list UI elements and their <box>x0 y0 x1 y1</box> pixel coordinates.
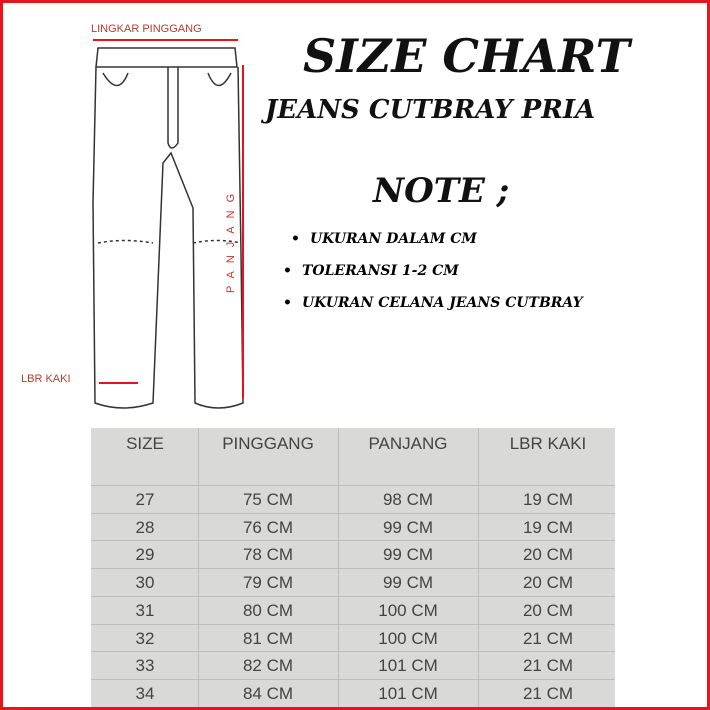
table-cell: 20 CM <box>522 600 574 620</box>
table-cell: 28 <box>135 517 155 537</box>
table-cell: 76 CM <box>242 517 294 537</box>
table-cell: 31 <box>135 600 155 620</box>
note-title: NOTE ; <box>373 171 510 211</box>
column-line <box>198 428 199 707</box>
table-cell: 82 CM <box>242 656 294 676</box>
note-item: TOLERANSI 1-2 CM <box>283 263 583 295</box>
table-cell: 98 CM <box>382 490 434 509</box>
row-line <box>91 512 615 514</box>
waist-label: LINGKAR PINGGANG <box>91 23 202 35</box>
table-cell: 32 <box>135 628 155 648</box>
column-header: SIZE <box>126 434 164 453</box>
note-item: UKURAN DALAM CM <box>291 231 583 263</box>
table-cell: 19 CM <box>522 517 574 537</box>
table-cell: 81 CM <box>242 628 294 648</box>
table-cell: 21 CM <box>522 683 574 703</box>
row-line <box>91 485 615 486</box>
row-line <box>91 540 615 542</box>
table-cell: 79 CM <box>242 573 294 593</box>
row-line <box>91 678 615 680</box>
size-table: SIZE PINGGANG PANJANG LBR KAKI 27 75 CM 98 CM 1… <box>91 428 615 707</box>
table-cell: 78 CM <box>242 545 294 565</box>
table-cell: 80 CM <box>242 600 294 620</box>
table-cell: 19 CM <box>522 490 574 509</box>
row-line <box>91 651 615 653</box>
table-cell: 21 CM <box>522 656 574 676</box>
table-cell: 21 CM <box>522 628 574 648</box>
column-header: PANJANG <box>368 434 448 453</box>
row-line <box>91 706 615 707</box>
title: SIZE CHART <box>303 29 630 83</box>
row-line <box>91 568 615 570</box>
table-cell: 75 CM <box>242 490 294 509</box>
table-cell: 33 <box>135 656 155 676</box>
column-header: PINGGANG <box>222 434 314 453</box>
table-cell: 27 <box>135 490 155 509</box>
table-cell: 99 CM <box>382 545 434 565</box>
jeans-drawing <box>92 39 244 409</box>
table-cell: 99 CM <box>382 517 434 537</box>
column-line <box>478 428 479 707</box>
table-cell: 84 CM <box>242 683 294 703</box>
table-cell: 101 CM <box>378 656 438 676</box>
table-cell: 100 CM <box>378 600 438 620</box>
table-cell: 34 <box>135 683 155 703</box>
table-cell: 20 CM <box>522 573 574 593</box>
column-header: LBR KAKI <box>509 434 587 453</box>
table-cell: 101 CM <box>378 683 438 703</box>
subtitle: JEANS CUTBRAY PRIA <box>265 95 596 125</box>
table-cell: 99 CM <box>382 573 434 593</box>
table-cell: 30 <box>135 573 155 593</box>
table-cell: 100 CM <box>378 628 438 648</box>
note-item: UKURAN CELANA JEANS CUTBRAY <box>283 295 583 327</box>
notes: UKURAN DALAM CMTOLERANSI 1-2 CMUKURAN CE… <box>291 231 583 327</box>
length-label: PANJANG <box>225 185 237 293</box>
row-line <box>91 623 615 625</box>
table-cell: 29 <box>135 545 155 565</box>
column-line <box>338 428 339 707</box>
table-cell: 20 CM <box>522 545 574 565</box>
leg-label: LBR KAKI <box>21 373 71 385</box>
row-line <box>91 595 615 597</box>
